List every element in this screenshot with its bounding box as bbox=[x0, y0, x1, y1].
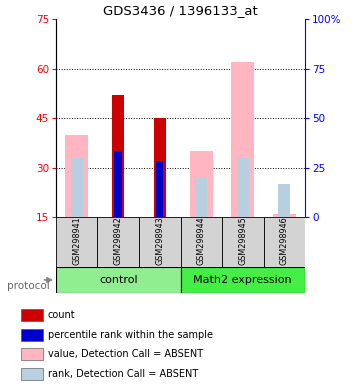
Text: control: control bbox=[99, 275, 138, 285]
Text: GSM298944: GSM298944 bbox=[197, 217, 206, 265]
Bar bbox=[273, 214, 296, 217]
Bar bbox=[237, 158, 249, 217]
Bar bbox=[56, 267, 180, 293]
Bar bbox=[154, 118, 166, 217]
Text: value, Detection Call = ABSENT: value, Detection Call = ABSENT bbox=[48, 349, 203, 359]
Bar bbox=[139, 217, 180, 267]
Text: GSM298943: GSM298943 bbox=[155, 217, 164, 265]
Bar bbox=[21, 329, 43, 341]
Bar bbox=[190, 151, 213, 217]
Bar bbox=[195, 177, 207, 217]
Bar bbox=[156, 161, 164, 217]
Text: GSM298941: GSM298941 bbox=[72, 217, 81, 265]
Bar bbox=[278, 184, 290, 217]
Bar bbox=[114, 151, 122, 217]
Text: GSM298946: GSM298946 bbox=[280, 217, 289, 265]
Text: GSM298942: GSM298942 bbox=[114, 217, 123, 265]
Bar bbox=[112, 95, 124, 217]
Bar bbox=[21, 367, 43, 380]
Text: protocol: protocol bbox=[7, 281, 50, 291]
Text: percentile rank within the sample: percentile rank within the sample bbox=[48, 330, 213, 340]
Bar bbox=[97, 217, 139, 267]
Title: GDS3436 / 1396133_at: GDS3436 / 1396133_at bbox=[103, 3, 258, 17]
Text: count: count bbox=[48, 310, 75, 320]
Bar bbox=[222, 217, 264, 267]
Bar bbox=[180, 267, 305, 293]
Bar bbox=[56, 217, 97, 267]
Text: GSM298945: GSM298945 bbox=[238, 217, 247, 265]
Text: rank, Detection Call = ABSENT: rank, Detection Call = ABSENT bbox=[48, 369, 198, 379]
Bar bbox=[21, 309, 43, 321]
Bar bbox=[71, 158, 83, 217]
Bar bbox=[65, 134, 88, 217]
Bar bbox=[264, 217, 305, 267]
Bar bbox=[231, 62, 254, 217]
Text: Math2 expression: Math2 expression bbox=[193, 275, 292, 285]
Bar bbox=[21, 348, 43, 360]
Bar bbox=[180, 217, 222, 267]
